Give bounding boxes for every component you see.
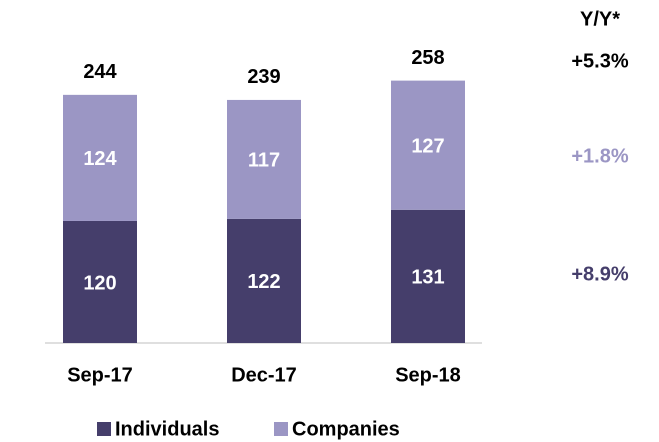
yoy-label: +8.9%	[571, 263, 628, 285]
bar-segment	[63, 220, 137, 343]
bar-segment	[391, 80, 465, 210]
bar-segment	[63, 94, 137, 221]
yoy-total: +5.3%	[571, 50, 628, 72]
value-label: 124	[83, 148, 117, 170]
total-label: 244	[83, 61, 117, 83]
value-label: 120	[83, 272, 116, 294]
total-label: 258	[411, 47, 444, 69]
x-tick-label: Sep-17	[67, 364, 133, 386]
legend-swatch	[274, 422, 288, 436]
total-label: 239	[247, 66, 280, 88]
bar-segment	[391, 209, 465, 343]
legend-label: Individuals	[115, 418, 219, 440]
yoy-label: +1.8%	[571, 145, 628, 167]
yoy-title: Y/Y*	[580, 8, 620, 30]
legend-label: Companies	[292, 418, 400, 440]
legend-swatch	[97, 422, 111, 436]
bar-segment	[227, 218, 301, 343]
bar-segment	[227, 99, 301, 219]
value-label: 117	[248, 150, 280, 172]
x-tick-label: Dec-17	[231, 364, 297, 386]
value-label: 127	[411, 135, 444, 157]
value-label: 122	[247, 271, 280, 293]
value-label: 131	[411, 267, 444, 289]
x-tick-label: Sep-18	[395, 364, 461, 386]
